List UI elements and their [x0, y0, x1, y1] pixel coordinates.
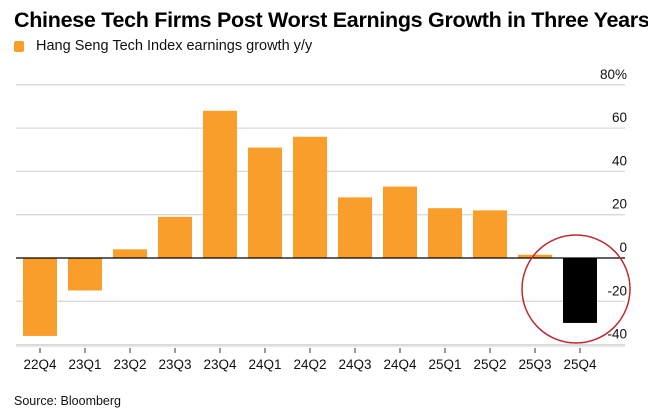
bar-22Q4 [23, 258, 57, 336]
bar-chart: 22Q4 23Q1 23Q2 23Q3 23Q4 24Q1 24Q2 24Q3 24Q4 25Q1… [16, 67, 631, 372]
annotation [521, 234, 631, 344]
x-tick-label: 25Q1 [428, 357, 461, 372]
bar-23Q3 [158, 216, 192, 258]
source-note: Source: Bloomberg [14, 394, 122, 408]
x-tick-label: 24Q1 [248, 357, 281, 372]
legend: Hang Seng Tech Index earnings growth y/y [14, 38, 312, 54]
y-tick-label: 80% [600, 67, 627, 82]
y-axis: 80% 60 40 20 0 -20 -40 [600, 67, 627, 342]
x-tick-label: 25Q4 [563, 357, 597, 372]
bar-24Q2 [293, 136, 327, 258]
legend-swatch [14, 40, 24, 52]
bar-23Q4 [203, 110, 237, 258]
bar-25Q4 [563, 258, 597, 323]
x-axis: 22Q4 23Q1 23Q2 23Q3 23Q4 24Q1 24Q2 24Q3 24Q4 25Q1… [23, 348, 597, 372]
highlight-circle [521, 234, 631, 344]
y-tick-label: 20 [612, 197, 627, 212]
bar-24Q4 [383, 186, 417, 258]
x-tick-label: 23Q4 [203, 357, 237, 372]
chart-title: Chinese Tech Firms Post Worst Earnings G… [14, 8, 648, 32]
x-tick-label: 25Q3 [518, 357, 551, 372]
y-tick-label: -20 [607, 283, 627, 298]
bars [23, 110, 597, 336]
y-tick-label: 60 [612, 110, 627, 125]
x-tick-label: 23Q3 [158, 357, 191, 372]
y-tick-label: 40 [612, 153, 627, 168]
bar-23Q2 [113, 249, 147, 258]
y-tick-label: -40 [607, 327, 627, 342]
x-tick-label: 25Q2 [473, 357, 506, 372]
x-tick-label: 24Q4 [383, 357, 417, 372]
x-tick-label: 24Q3 [338, 357, 371, 372]
bar-25Q3 [518, 254, 552, 258]
bar-24Q3 [338, 197, 372, 258]
bar-25Q1 [428, 208, 462, 258]
bar-25Q2 [473, 210, 507, 258]
legend-label: Hang Seng Tech Index earnings growth y/y [36, 38, 313, 54]
bar-24Q1 [248, 147, 282, 258]
y-tick-label: 0 [619, 240, 627, 255]
bar-23Q1 [68, 258, 102, 291]
x-tick-label: 23Q1 [68, 357, 101, 372]
x-tick-label: 22Q4 [23, 357, 57, 372]
x-tick-label: 24Q2 [293, 357, 326, 372]
x-tick-label: 23Q2 [113, 357, 146, 372]
